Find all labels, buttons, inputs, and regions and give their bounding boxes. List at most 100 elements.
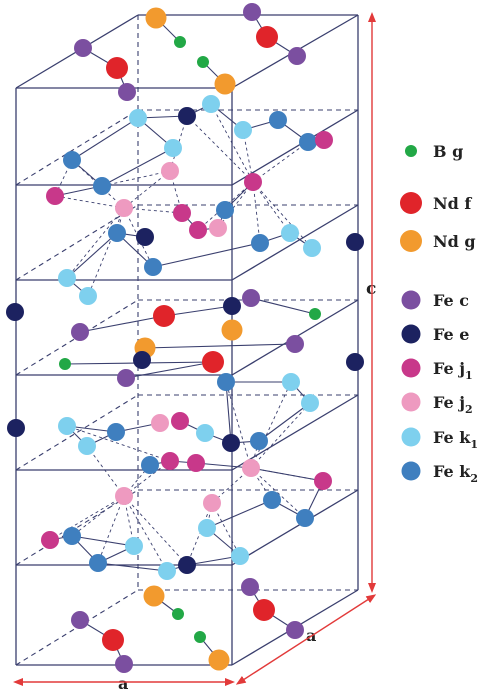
atom-fe-e	[346, 353, 364, 371]
bond-line-dashed	[66, 207, 125, 279]
atom-fe-j1	[315, 131, 333, 149]
atom-fe-j1	[244, 173, 262, 191]
bond-line-dashed	[250, 467, 324, 482]
legend-label-fe-j2: Fe j2	[433, 393, 473, 416]
bond-line	[79, 315, 165, 333]
legend-label-nd-f: Nd f	[433, 194, 472, 213]
atom-fe-e	[222, 434, 240, 452]
legend-label-fe-k2: Fe k2	[433, 462, 478, 485]
bond-line	[206, 499, 273, 529]
atom-fe-j2	[242, 459, 260, 477]
atom-nd-f	[253, 599, 275, 621]
atom-fe-k2	[141, 456, 159, 474]
frame-edge-hidden	[15, 299, 139, 376]
bond-line-dashed	[123, 495, 168, 572]
atom-fe-j1	[187, 454, 205, 472]
legend-subscript: 2	[470, 472, 478, 485]
atom-b-g	[59, 358, 71, 370]
atom-fe-e	[7, 419, 25, 437]
atom-fe-j2	[151, 414, 169, 432]
frame-edge	[231, 489, 359, 566]
bond-line-dashed	[250, 402, 311, 469]
dimension-label-c: c	[366, 279, 376, 299]
legend-swatch-fe-k2	[401, 461, 421, 481]
atom-fe-k1	[58, 269, 76, 287]
atom-b-g	[172, 608, 184, 620]
bond-line-dashed	[123, 460, 171, 497]
atom-nd-f	[256, 26, 278, 48]
atom-fe-k1	[281, 224, 299, 242]
atom-fe-k1	[78, 437, 96, 455]
atom-fe-k2	[63, 151, 81, 169]
atom-fe-k1	[303, 239, 321, 257]
atom-fe-k1	[125, 537, 143, 555]
legend-swatch-b-g	[405, 145, 417, 157]
bond-line-dashed	[66, 425, 171, 462]
atom-fe-c	[288, 47, 306, 65]
atom-b-g	[197, 56, 209, 68]
legend-swatch-fe-e	[401, 324, 421, 344]
atom-nd-g	[214, 73, 236, 95]
bond-line	[144, 343, 296, 349]
bond-line	[250, 297, 316, 315]
bond-line-dashed	[252, 181, 313, 249]
atom-fe-c	[241, 578, 259, 596]
bond-line	[225, 381, 232, 444]
atom-fe-c	[286, 335, 304, 353]
atom-fe-e	[223, 297, 241, 315]
dimension-label-a-front: a	[118, 674, 128, 693]
atom-nd-f	[106, 57, 128, 79]
legend-label-fe-c: Fe c	[433, 291, 469, 310]
atom-fe-c	[286, 621, 304, 639]
legend-label-fe-k1: Fe k1	[433, 428, 478, 451]
atom-fe-k1	[282, 373, 300, 391]
frame-edge-hidden	[15, 204, 139, 281]
bond-line	[258, 402, 311, 442]
atom-nd-f	[202, 351, 224, 373]
atom-fe-k2	[263, 491, 281, 509]
atom-fe-e	[136, 228, 154, 246]
atom-fe-k2	[299, 133, 317, 151]
atom-fe-c	[74, 39, 92, 57]
atom-fe-j1	[314, 472, 332, 490]
bond-line	[71, 117, 139, 161]
frame-edge	[231, 204, 359, 281]
atom-fe-j2	[161, 162, 179, 180]
dimension-arrow-a-side	[235, 594, 377, 685]
atom-b-g	[174, 36, 186, 48]
atom-fe-j1	[161, 452, 179, 470]
atom-fe-j1	[173, 204, 191, 222]
bond-line-dashed	[252, 181, 291, 234]
atom-fe-k1	[202, 95, 220, 113]
atom-fe-c	[115, 655, 133, 673]
atom-fe-j1	[41, 531, 59, 549]
legend-swatch-nd-g	[400, 230, 422, 252]
bond-line-dashed	[71, 495, 125, 537]
frame-edge-hidden	[15, 489, 139, 566]
bond-line	[195, 462, 252, 469]
atom-fe-k2	[250, 432, 268, 450]
bond-line-dashed	[250, 381, 292, 469]
atom-fe-k2	[93, 177, 111, 195]
frame-edge	[231, 109, 359, 186]
atom-fe-j2	[203, 494, 221, 512]
frame-edge-hidden	[15, 109, 139, 186]
atom-fe-e	[6, 303, 24, 321]
legend-swatch-fe-k1	[401, 427, 421, 447]
legend-subscript: 1	[465, 369, 473, 382]
legend-label-nd-g: Nd g	[433, 232, 476, 251]
atom-fe-j1	[189, 221, 207, 239]
atom-fe-e	[346, 233, 364, 251]
atom-fe-k2	[296, 509, 314, 527]
atom-fe-j2	[209, 219, 227, 237]
bond-line	[97, 562, 168, 572]
bond-line-dashed	[116, 207, 125, 234]
atom-fe-k1	[58, 417, 76, 435]
atom-nd-f	[153, 305, 175, 327]
atom-fe-k1	[196, 424, 214, 442]
legend-subscript: 2	[465, 403, 473, 416]
atom-fe-e	[178, 556, 196, 574]
atom-fe-c	[71, 323, 89, 341]
